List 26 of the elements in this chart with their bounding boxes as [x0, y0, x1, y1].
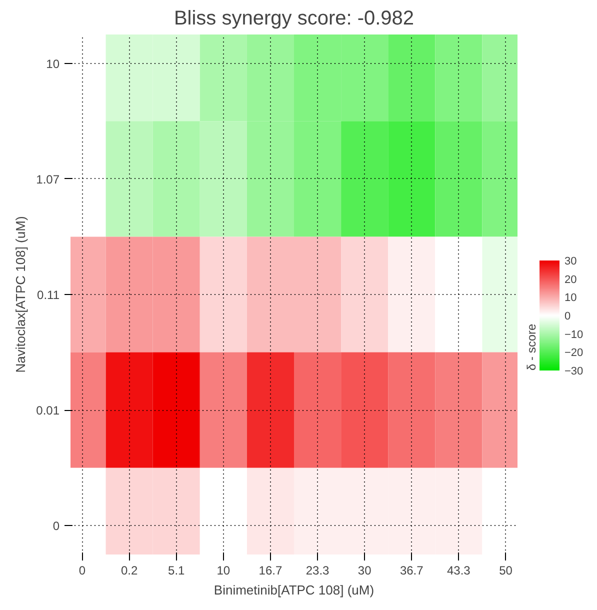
- x-tick-label: 0: [78, 564, 86, 578]
- y-tick-label: 10: [46, 56, 60, 71]
- y-tick-label: 0.01: [36, 404, 60, 418]
- x-tick-label: 0.2: [120, 564, 138, 578]
- color-bar-title: δ - score: [524, 323, 538, 370]
- color-bar-label: −10: [564, 328, 584, 341]
- chart-title: Bliss synergy score: -0.982: [174, 8, 414, 30]
- y-tick-label: 1.07: [36, 172, 60, 186]
- color-bar-label: 30: [564, 256, 577, 268]
- color-bar-label: 20: [564, 274, 577, 286]
- color-bar-label: −20: [564, 347, 584, 360]
- y-tick-label: 0.11: [37, 288, 60, 302]
- x-tick-label: 23.3: [306, 564, 330, 578]
- x-tick-label: 5.1: [168, 564, 186, 578]
- color-bar-label: 10: [564, 292, 577, 304]
- x-tick-label: 30: [358, 564, 372, 578]
- x-tick-label: 16.7: [258, 564, 282, 578]
- color-bar-label: 0: [564, 310, 571, 322]
- x-tick-label: 50: [499, 564, 513, 578]
- x-tick-label: 43.3: [447, 564, 471, 578]
- x-axis-title: Binimetinib[ATPC 108] (uM): [214, 582, 374, 598]
- x-tick-label: 10: [216, 564, 230, 578]
- y-tick-label: 0: [52, 519, 60, 534]
- x-tick-label: 36.7: [400, 564, 424, 578]
- color-bar-label: −30: [564, 366, 584, 378]
- y-axis-title: Navitoclax[ATPC 108] (uM): [13, 216, 28, 373]
